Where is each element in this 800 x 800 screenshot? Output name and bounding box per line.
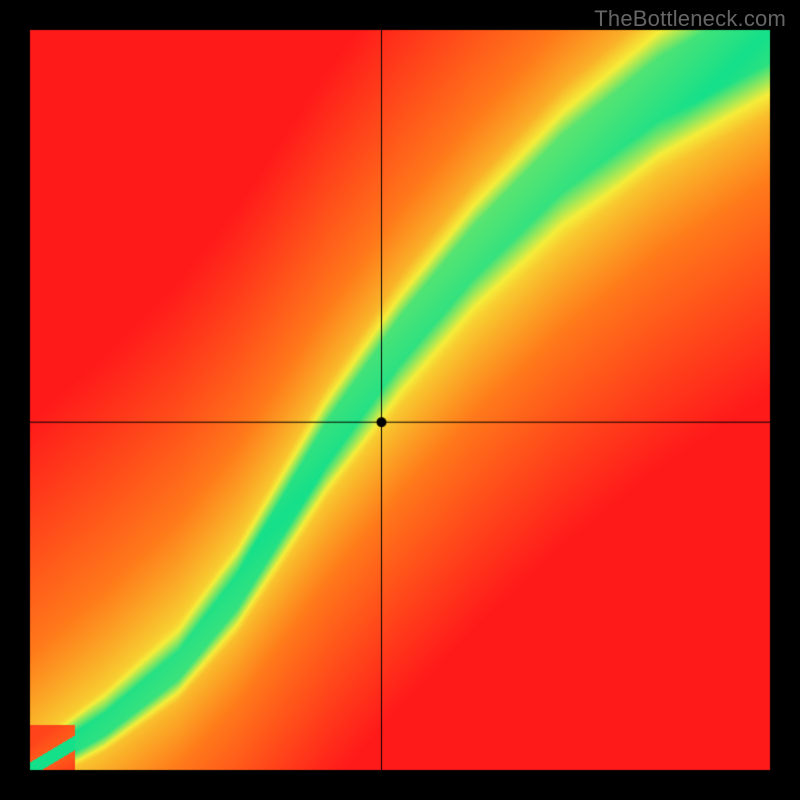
watermark-text: TheBottleneck.com xyxy=(594,6,786,32)
bottleneck-heatmap xyxy=(0,0,800,800)
